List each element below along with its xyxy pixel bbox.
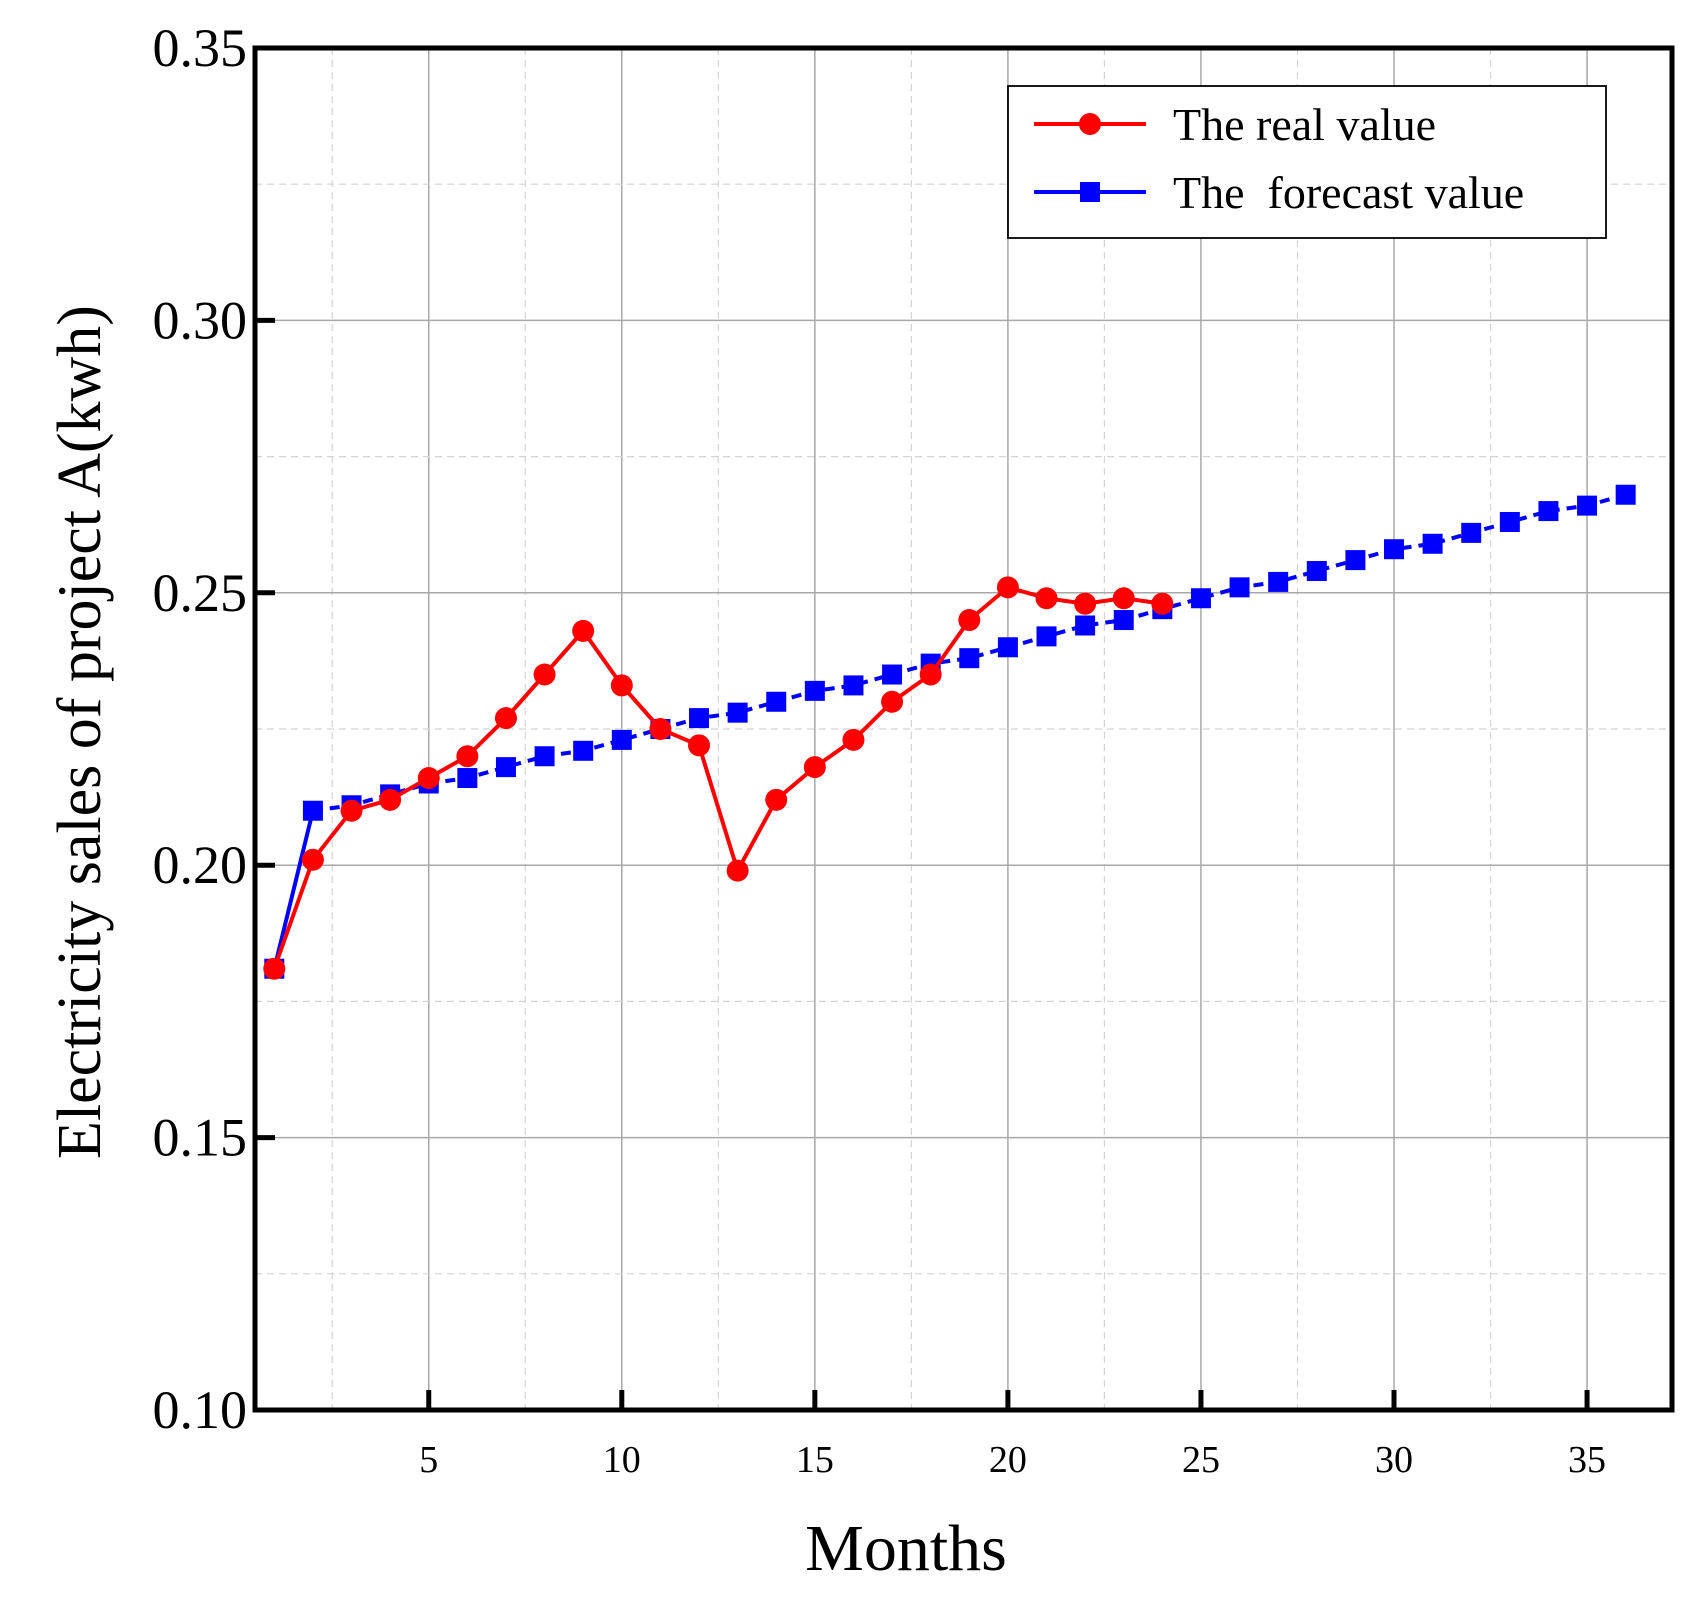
data-point <box>1268 571 1289 592</box>
data-point <box>611 729 632 750</box>
y-tick-label: 0.30 <box>153 290 248 350</box>
data-point <box>572 619 595 642</box>
data-point <box>263 957 286 980</box>
data-point <box>1306 561 1327 582</box>
data-point <box>533 663 556 686</box>
data-point <box>726 859 749 882</box>
data-point <box>688 734 711 757</box>
y-tick-label: 0.20 <box>153 835 248 895</box>
data-point <box>494 707 517 730</box>
legend: The real value The forecast value <box>1007 85 1607 239</box>
x-axis-title: Months <box>805 1512 1007 1585</box>
data-point <box>842 728 865 751</box>
x-tick-label: 20 <box>989 1439 1027 1481</box>
data-point <box>1035 587 1058 610</box>
data-point <box>379 788 402 811</box>
x-tick-label: 10 <box>603 1439 641 1481</box>
data-point <box>1036 626 1057 647</box>
y-tick-label: 0.15 <box>153 1108 248 1168</box>
legend-marker <box>1080 182 1100 202</box>
data-point <box>1499 511 1520 532</box>
data-point <box>1074 592 1097 615</box>
data-point <box>1151 592 1174 615</box>
data-point <box>1190 588 1211 609</box>
data-point <box>959 648 980 669</box>
data-point <box>1345 550 1366 571</box>
x-tick-label: 5 <box>419 1439 438 1481</box>
data-point <box>1538 501 1559 522</box>
data-point <box>727 702 748 723</box>
y-tick-label: 0.35 <box>153 18 248 78</box>
data-point <box>1075 615 1096 636</box>
data-point <box>996 576 1019 599</box>
data-point <box>301 848 324 871</box>
legend-label: The real value <box>1173 99 1436 150</box>
data-point <box>689 708 710 729</box>
y-tick-label: 0.25 <box>153 563 248 623</box>
data-point <box>1112 587 1135 610</box>
legend-box <box>1007 85 1607 239</box>
data-point <box>1461 522 1482 543</box>
y-axis-title: Electricity sales of project A(kwh) <box>46 305 114 1159</box>
series-layer <box>263 484 1636 980</box>
data-point <box>958 609 981 632</box>
data-point <box>649 718 672 740</box>
data-point <box>340 799 363 822</box>
data-point <box>1113 610 1134 631</box>
data-point <box>919 663 942 686</box>
legend-item: The real value <box>1034 99 1436 150</box>
data-point <box>882 664 903 685</box>
legend-item: The forecast value <box>1034 167 1524 218</box>
series-line-segment <box>272 810 315 970</box>
data-point <box>1229 577 1250 598</box>
data-point <box>1384 539 1405 560</box>
series-real-value <box>263 576 1174 980</box>
data-point <box>610 674 633 697</box>
data-point <box>456 745 479 768</box>
data-point <box>457 768 478 789</box>
data-point <box>302 800 323 821</box>
plot-frame <box>252 45 1675 1413</box>
series-line <box>312 492 1627 813</box>
x-tick-label: 35 <box>1568 1439 1606 1481</box>
data-point <box>417 767 440 790</box>
data-point <box>573 740 594 761</box>
series-forecast-value <box>264 484 1636 979</box>
data-point <box>881 690 904 713</box>
data-point <box>803 756 826 779</box>
data-point <box>997 637 1018 658</box>
data-point <box>534 746 555 767</box>
data-point <box>495 757 516 778</box>
data-point <box>766 691 787 712</box>
legend-label: The forecast value <box>1173 167 1524 218</box>
data-point <box>804 680 825 701</box>
data-point <box>1615 484 1636 505</box>
data-point <box>1577 495 1598 516</box>
data-point <box>765 788 788 811</box>
axis-ticks: 5 10 15 20 25 30 35 0.10 0.15 0.20 0.25 0.30 0.35 <box>153 18 1607 1481</box>
grid <box>255 48 1672 1410</box>
y-tick-label: 0.10 <box>153 1380 248 1440</box>
x-tick-label: 30 <box>1375 1439 1413 1481</box>
series-line <box>272 585 1163 970</box>
legend-marker <box>1079 113 1101 135</box>
data-point <box>1422 533 1443 554</box>
x-tick-label: 15 <box>796 1439 834 1481</box>
data-point <box>843 675 864 696</box>
x-tick-label: 25 <box>1182 1439 1220 1481</box>
